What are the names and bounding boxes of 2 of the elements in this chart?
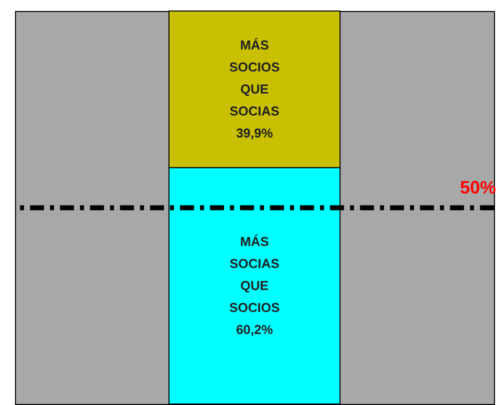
data-label: MÁS SOCIOS QUE SOCIAS 39,9% [229,37,280,140]
data-label: MÁS SOCIAS QUE SOCIOS 60,2% [229,234,280,337]
